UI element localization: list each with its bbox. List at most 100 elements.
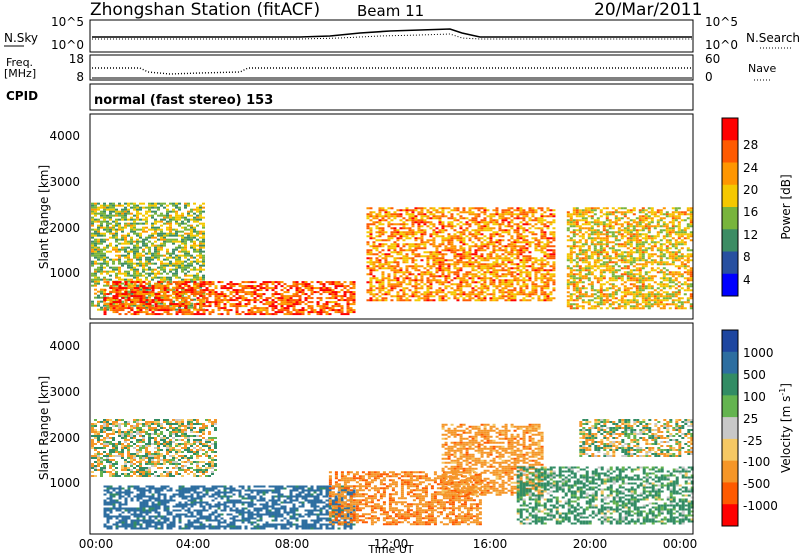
power-echo-cell (492, 285, 496, 288)
power-echo-cell (103, 300, 106, 303)
power-echo-cell (441, 229, 445, 232)
power-echo-cell (166, 283, 170, 286)
power-echo-cell (112, 305, 116, 308)
power-echo-cell (402, 257, 406, 260)
power-echo-cell (602, 303, 606, 306)
power-echo-cell (280, 301, 284, 304)
power-echo-cell (375, 217, 379, 220)
power-echo-cell (504, 219, 508, 222)
power-echo-cell (435, 235, 439, 238)
power-echo-cell (393, 247, 397, 250)
power-echo-cell (133, 297, 137, 300)
power-echo-cell (154, 212, 157, 215)
power-echo-cell (130, 274, 133, 277)
power-echo-cell (405, 209, 409, 212)
power-echo-cell (647, 307, 651, 310)
power-echo-cell (644, 287, 648, 290)
power-echo-cell (112, 309, 116, 312)
power-echo-cell (507, 243, 511, 246)
power-echo-cell (187, 238, 190, 241)
power-echo-cell (235, 293, 239, 296)
power-echo-cell (387, 255, 391, 258)
power-echo-cell (453, 295, 457, 298)
power-echo-cell (599, 297, 603, 300)
power-echo-cell (139, 283, 143, 286)
power-echo-cell (417, 211, 421, 214)
power-echo-cell (546, 227, 550, 230)
power-echo-cell (420, 233, 424, 236)
power-echo-cell (202, 285, 206, 288)
power-echo-cell (578, 235, 582, 238)
power-echo-cell (525, 273, 529, 276)
power-echo-cell (196, 254, 199, 257)
power-echo-cell (94, 288, 97, 291)
power-echo-cell (402, 217, 406, 220)
power-echo-cell (417, 297, 421, 300)
power-echo-cell (626, 243, 630, 246)
power-echo-cell (552, 227, 556, 230)
power-echo-cell (411, 249, 415, 252)
power-echo-cell (172, 252, 175, 255)
power-echo-cell (181, 262, 184, 265)
power-echo-cell (414, 291, 418, 294)
power-echo-cell (638, 249, 642, 252)
power-echo-cell (160, 294, 163, 297)
power-echo-cell (202, 202, 205, 205)
power-echo-cell (369, 249, 373, 252)
power-echo-cell (307, 289, 311, 292)
power-echo-cell (489, 277, 493, 280)
power-echo-cell (462, 223, 466, 226)
power-echo-cell (572, 251, 576, 254)
power-echo-cell (635, 221, 639, 224)
power-echo-cell (124, 262, 127, 265)
power-echo-cell (477, 257, 481, 260)
power-echo-cell (623, 211, 627, 214)
power-echo-cell (477, 215, 481, 218)
power-echo-cell (136, 276, 139, 279)
power-echo-cell (202, 254, 205, 257)
power-echo-cell (145, 238, 148, 241)
power-echo-cell (393, 279, 397, 282)
power-echo-cell (100, 248, 103, 251)
power-echo-cell (166, 226, 169, 229)
power-echo-cell (118, 276, 121, 279)
power-echo-cell (136, 248, 139, 251)
power-echo-cell (178, 266, 181, 269)
power-echo-cell (525, 271, 529, 274)
power-echo-cell (608, 293, 612, 296)
power-echo-cell (223, 307, 227, 310)
power-echo-cell (106, 226, 109, 229)
power-echo-cell (465, 243, 469, 246)
power-echo-cell (145, 206, 148, 209)
power-echo-cell (130, 236, 133, 239)
power-echo-cell (543, 255, 547, 258)
power-echo-cell (286, 301, 290, 304)
power-echo-cell (477, 265, 481, 268)
power-echo-cell (641, 297, 645, 300)
power-echo-cell (244, 281, 248, 284)
nsky-panel: N.Sky 10^5 10^0 10^5 10^0 N.Search (4, 15, 800, 53)
power-echo-cell (109, 232, 112, 235)
power-echo-cell (292, 313, 296, 316)
power-echo-cell (328, 309, 332, 312)
power-echo-cell (145, 300, 148, 303)
power-echo-cell (471, 273, 475, 276)
power-echo-cell (477, 237, 481, 240)
power-echo-cell (504, 275, 508, 278)
power-echo-cell (465, 279, 469, 282)
power-echo-cell (534, 283, 538, 286)
power-echo-cell (519, 293, 523, 296)
power-echo-cell (477, 295, 481, 298)
power-echo-cell (118, 226, 121, 229)
power-echo-cell (623, 289, 627, 292)
power-echo-cell (151, 307, 155, 310)
power-echo-cell (587, 245, 591, 248)
power-echo-cell (599, 259, 603, 262)
power-echo-cell (438, 207, 442, 210)
power-echo-cell (617, 217, 621, 220)
power-echo-cell (402, 235, 406, 238)
power-echo-cell (271, 313, 275, 316)
power-echo-cell (250, 281, 254, 284)
power-echo-cell (474, 285, 478, 288)
power-echo-cell (584, 239, 588, 242)
